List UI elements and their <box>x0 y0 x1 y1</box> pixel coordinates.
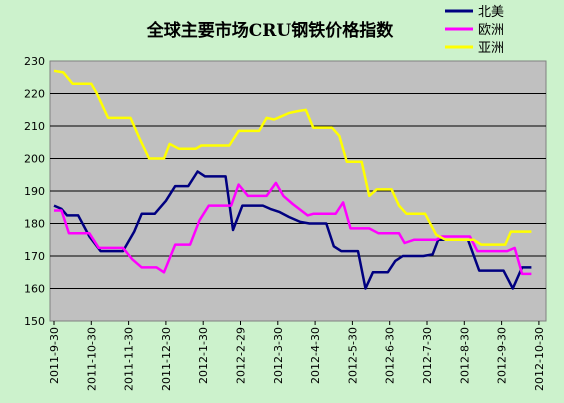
y-tick-label: 180 <box>24 218 45 231</box>
gridlines <box>50 93 546 289</box>
series-line-north-america <box>53 170 532 290</box>
x-tick-label: 2011-12-30 <box>160 327 173 391</box>
y-tick-label: 230 <box>24 55 45 68</box>
y-axis: 150 160 170 180 190 200 210 220 230 <box>24 55 45 328</box>
x-tick-label: 2012-7-30 <box>421 327 434 384</box>
x-tick-label: 2012-8-30 <box>458 327 471 384</box>
y-tick-label: 170 <box>24 250 45 263</box>
x-tick-label: 2012-6-30 <box>384 327 397 384</box>
x-tick-label: 2012-2-29 <box>235 327 248 384</box>
x-tick-label: 2012-1-30 <box>197 327 210 384</box>
y-tick-label: 220 <box>24 88 45 101</box>
x-tick-label: 2011-10-30 <box>85 327 98 391</box>
y-tick-label: 190 <box>24 185 45 198</box>
y-tick-label: 160 <box>24 283 45 296</box>
x-axis: 2011-9-30 2011-10-30 2011-11-30 2011-12-30 2… <box>48 321 546 391</box>
x-tick-label: 2012-4-30 <box>309 327 322 384</box>
legend-label-asia: 亚洲 <box>478 41 504 56</box>
series-lines <box>53 69 532 290</box>
legend-label-north-america: 北美 <box>478 5 504 20</box>
y-tick-label: 210 <box>24 120 45 133</box>
legend-label-europe: 欧洲 <box>478 23 504 38</box>
chart-title: 全球主要市场CRU钢铁价格指数 <box>146 20 394 41</box>
x-tick-label: 2012-10-30 <box>533 327 546 391</box>
x-tick-label: 2011-9-30 <box>48 327 61 384</box>
legend: 北美 欧洲 亚洲 <box>445 5 504 56</box>
y-tick-label: 150 <box>24 315 45 328</box>
series-line-asia <box>53 69 532 246</box>
y-tick-label: 200 <box>24 153 45 166</box>
x-tick-label: 2012-3-30 <box>272 327 285 384</box>
x-tick-label: 2012-9-30 <box>496 327 509 384</box>
x-tick-label: 2011-11-30 <box>123 327 136 391</box>
x-tick-label: 2012-5-30 <box>346 327 359 384</box>
